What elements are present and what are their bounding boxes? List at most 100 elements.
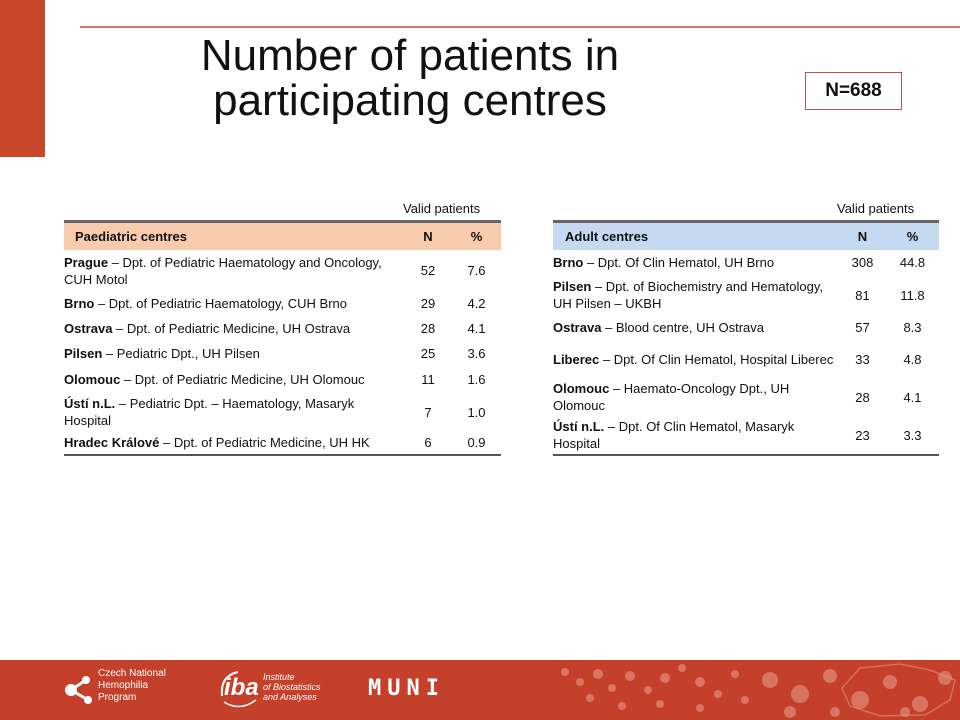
paediatric-count: 29 [420,295,436,311]
paediatric-department: – Dpt. of Pediatric Medicine, UH Olomouc [120,372,365,387]
paediatric-percent: 0.9 [452,431,501,456]
adult-percent: 11.8 [900,287,925,303]
paediatric-row: Ústí n.L. – Pediatric Dpt. – Haematology… [64,393,501,431]
paediatric-city: Olomouc [64,372,121,387]
adult-row: Brno – Dpt. Of Clin Hematol, UH Brno 308 4… [553,250,939,275]
paediatric-centre-name: Olomouc – Dpt. of Pediatric Medicine, UH… [64,366,404,393]
adult-count: 81 [855,287,870,303]
paediatric-city: Ostrava [64,320,113,336]
total-badge: N=688 [805,72,902,110]
paediatric-count: 52 [420,263,436,278]
paediatric-row: Brno – Dpt. of Pediatric Haematology, CU… [64,291,501,315]
chnp-line-1: Czech National [98,668,166,679]
paediatric-table: Paediatric centres N % Prague – Dpt. of … [64,223,501,456]
iba-logo-icon [220,671,257,708]
paediatric-centre-name: Hradec Králové – Dpt. of Pediatric Medic… [64,431,404,456]
paediatric-count: 7 [424,404,432,420]
paediatric-department: – Dpt. of Pediatric Haematology, CUH Brn… [94,295,347,311]
adult-department: – Dpt. Of Clin Hematol, Hospital Liberec [599,351,834,367]
paediatric-department: – Dpt. of Pediatric Haematology and Onco… [64,254,382,287]
footer-bar [0,660,960,720]
adult-city: Ostrava [553,320,602,335]
adult-centre-name: Liberec – Dpt. Of Clin Hematol, Hospital… [553,340,839,378]
adult-centre-name: Brno – Dpt. Of Clin Hematol, UH Brno [553,250,839,275]
paediatric-count: 6 [404,431,452,456]
paediatric-valid-caption: Valid patients [403,201,481,216]
adult-department: – Blood centre, UH Ostrava [601,320,764,335]
adult-count: 23 [839,416,886,456]
adult-percent: 4.8 [903,351,922,367]
paediatric-city: Ústí n.L. [64,396,116,411]
adult-department: – Dpt. Of Clin Hematol, Masaryk Hospital [553,419,795,451]
paediatric-count: 28 [420,320,436,336]
paediatric-count: 25 [420,346,436,361]
accent-block [0,0,45,157]
adult-valid-caption: Valid patients [837,201,915,216]
paediatric-city: Prague [64,254,109,270]
chnp-line-3: Program [98,692,137,703]
paediatric-centre-name: Ostrava – Dpt. of Pediatric Medicine, UH… [64,315,404,341]
slide-title: Number of patients in participating cent… [200,31,620,125]
adult-table: Adult centres N % Brno – Dpt. Of Clin He… [553,223,939,456]
paediatric-centre-name: Pilsen – Pediatric Dpt., UH Pilsen [64,341,404,366]
paediatric-city: Hradec Králové [64,435,160,450]
iba-line-1: Institute [263,672,295,682]
adult-city: Ústí n.L. [553,419,605,434]
adult-department: – Haemato-Oncology Dpt., UH Olomouc [553,381,790,413]
adult-department: – Dpt. Of Clin Hematol, UH Brno [583,255,775,270]
adult-centre-name: Ústí n.L. – Dpt. Of Clin Hematol, Masary… [553,416,839,456]
paediatric-centre-name: Brno – Dpt. of Pediatric Haematology, CU… [64,291,404,315]
adult-percent: 44.8 [899,255,926,270]
paediatric-row: Olomouc – Dpt. of Pediatric Medicine, UH… [64,366,501,393]
adult-city: Liberec [553,351,600,367]
paediatric-department: – Pediatric Dpt., UH Pilsen [102,346,260,361]
adult-row: Olomouc – Haemato-Oncology Dpt., UH Olom… [553,378,939,416]
adult-percent: 8.3 [903,320,922,335]
paediatric-city: Brno [64,295,95,311]
adult-header-pct: % [906,229,919,244]
adult-city: Olomouc [553,381,610,396]
adult-department: – Dpt. of Biochemistry and Hematology, U… [553,279,823,311]
adult-row: Ostrava – Blood centre, UH Ostrava 57 8.3 [553,315,939,340]
paediatric-count: 11 [421,372,435,387]
muni-logo: MUNI [368,676,445,701]
adult-header-name: Adult centres [565,229,649,244]
adult-city: Brno [553,255,584,270]
adult-count: 57 [855,320,870,335]
paediatric-percent: 1.0 [467,404,486,420]
adult-count: 28 [855,389,870,405]
adult-count: 33 [855,351,870,367]
adult-header-row: Adult centres N % [553,223,939,250]
paediatric-department: – Dpt. of Pediatric Medicine, UH HK [159,435,370,450]
paediatric-percent: 3.6 [467,346,486,361]
paediatric-percent: 4.2 [467,295,486,311]
paediatric-row: Ostrava – Dpt. of Pediatric Medicine, UH… [64,315,501,341]
paediatric-percent: 4.1 [467,320,486,336]
dots-pattern-icon [561,663,956,718]
adult-count: 308 [851,255,874,270]
paediatric-centre-name: Prague – Dpt. of Pediatric Haematology a… [64,250,404,291]
paediatric-department: – Pediatric Dpt. – Haematology, Masaryk … [64,396,355,428]
paediatric-centre-name: Ústí n.L. – Pediatric Dpt. – Haematology… [64,393,404,431]
paediatric-department: – Dpt. of Pediatric Medicine, UH Ostrava [112,320,351,336]
adult-centre-name: Pilsen – Dpt. of Biochemistry and Hemato… [553,275,839,315]
adult-percent: 3.3 [886,416,939,456]
chnp-logo-icon [65,676,92,704]
adult-row: Liberec – Dpt. Of Clin Hematol, Hospital… [553,340,939,378]
adult-row: Pilsen – Dpt. of Biochemistry and Hemato… [553,275,939,315]
paediatric-row: Hradec Králové – Dpt. of Pediatric Medic… [64,431,501,456]
title-rule [80,26,960,28]
paediatric-header-row: Paediatric centres N % [64,223,501,250]
paediatric-header-pct: % [470,229,483,244]
paediatric-percent: 7.6 [467,263,486,278]
adult-percent: 4.1 [903,389,922,405]
paediatric-header-name: Paediatric centres [75,229,188,244]
adult-centre-name: Ostrava – Blood centre, UH Ostrava [553,315,839,340]
paediatric-percent: 1.6 [467,372,486,387]
paediatric-city: Pilsen [64,346,103,361]
adult-row: Ústí n.L. – Dpt. Of Clin Hematol, Masary… [553,416,939,456]
map-outline-icon [841,663,956,717]
chnp-line-2: Hemophilia [98,680,149,691]
paediatric-header-n: N [423,229,433,244]
paediatric-row: Prague – Dpt. of Pediatric Haematology a… [64,250,501,291]
